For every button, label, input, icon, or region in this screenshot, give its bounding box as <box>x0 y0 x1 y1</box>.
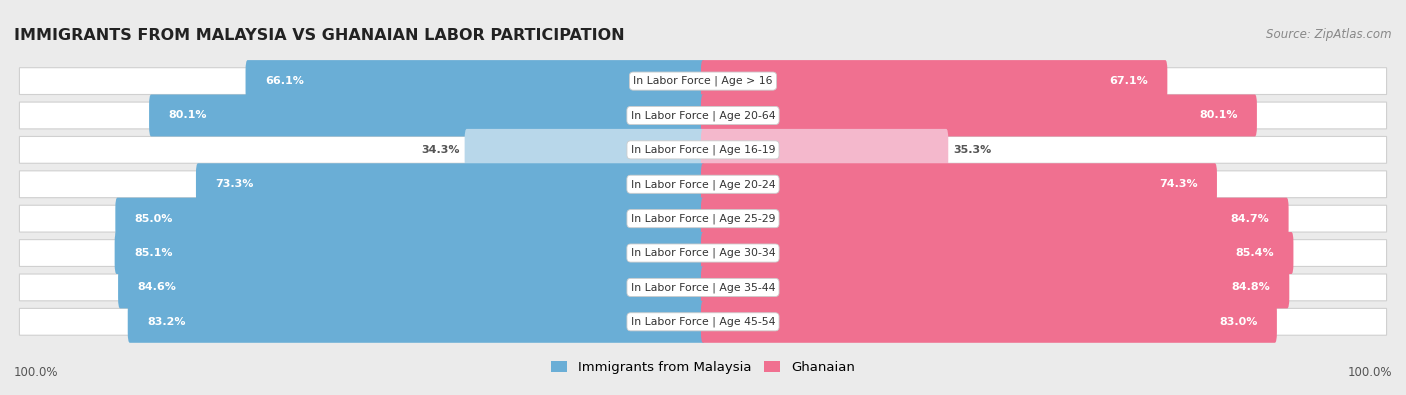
FancyBboxPatch shape <box>702 198 1289 240</box>
FancyBboxPatch shape <box>195 163 704 205</box>
Text: In Labor Force | Age 16-19: In Labor Force | Age 16-19 <box>631 145 775 155</box>
Text: 84.6%: 84.6% <box>138 282 176 292</box>
FancyBboxPatch shape <box>702 301 1277 343</box>
Text: 67.1%: 67.1% <box>1109 76 1149 86</box>
FancyBboxPatch shape <box>464 129 704 171</box>
Text: 74.3%: 74.3% <box>1159 179 1198 189</box>
FancyBboxPatch shape <box>20 205 1386 232</box>
FancyBboxPatch shape <box>20 171 1386 198</box>
FancyBboxPatch shape <box>149 94 704 136</box>
Text: In Labor Force | Age 35-44: In Labor Force | Age 35-44 <box>631 282 775 293</box>
Text: 34.3%: 34.3% <box>422 145 460 155</box>
FancyBboxPatch shape <box>702 129 948 171</box>
FancyBboxPatch shape <box>20 274 1386 301</box>
Text: 80.1%: 80.1% <box>169 111 207 120</box>
FancyBboxPatch shape <box>20 102 1386 129</box>
Text: 80.1%: 80.1% <box>1199 111 1237 120</box>
FancyBboxPatch shape <box>115 198 704 240</box>
FancyBboxPatch shape <box>702 60 1167 102</box>
FancyBboxPatch shape <box>702 94 1257 136</box>
Text: 73.3%: 73.3% <box>215 179 253 189</box>
Text: 85.4%: 85.4% <box>1236 248 1274 258</box>
FancyBboxPatch shape <box>702 163 1218 205</box>
FancyBboxPatch shape <box>115 232 704 274</box>
Text: 35.3%: 35.3% <box>953 145 991 155</box>
FancyBboxPatch shape <box>20 68 1386 94</box>
FancyBboxPatch shape <box>20 240 1386 267</box>
Text: 84.7%: 84.7% <box>1230 214 1270 224</box>
FancyBboxPatch shape <box>246 60 704 102</box>
Text: In Labor Force | Age 20-64: In Labor Force | Age 20-64 <box>631 110 775 121</box>
Text: 83.2%: 83.2% <box>148 317 186 327</box>
Text: 83.0%: 83.0% <box>1219 317 1257 327</box>
Text: In Labor Force | Age 20-24: In Labor Force | Age 20-24 <box>631 179 775 190</box>
Text: In Labor Force | Age 25-29: In Labor Force | Age 25-29 <box>631 213 775 224</box>
Text: 100.0%: 100.0% <box>1347 366 1392 379</box>
Text: 85.0%: 85.0% <box>135 214 173 224</box>
Text: In Labor Force | Age > 16: In Labor Force | Age > 16 <box>633 76 773 87</box>
Legend: Immigrants from Malaysia, Ghanaian: Immigrants from Malaysia, Ghanaian <box>546 356 860 379</box>
FancyBboxPatch shape <box>702 267 1289 308</box>
FancyBboxPatch shape <box>702 232 1294 274</box>
FancyBboxPatch shape <box>118 267 704 308</box>
Text: IMMIGRANTS FROM MALAYSIA VS GHANAIAN LABOR PARTICIPATION: IMMIGRANTS FROM MALAYSIA VS GHANAIAN LAB… <box>14 28 624 43</box>
FancyBboxPatch shape <box>20 308 1386 335</box>
Text: 100.0%: 100.0% <box>14 366 59 379</box>
Text: 85.1%: 85.1% <box>134 248 173 258</box>
Text: 66.1%: 66.1% <box>264 76 304 86</box>
Text: 84.8%: 84.8% <box>1232 282 1270 292</box>
Text: In Labor Force | Age 45-54: In Labor Force | Age 45-54 <box>631 316 775 327</box>
Text: Source: ZipAtlas.com: Source: ZipAtlas.com <box>1267 28 1392 41</box>
FancyBboxPatch shape <box>128 301 704 343</box>
FancyBboxPatch shape <box>20 136 1386 163</box>
Text: In Labor Force | Age 30-34: In Labor Force | Age 30-34 <box>631 248 775 258</box>
